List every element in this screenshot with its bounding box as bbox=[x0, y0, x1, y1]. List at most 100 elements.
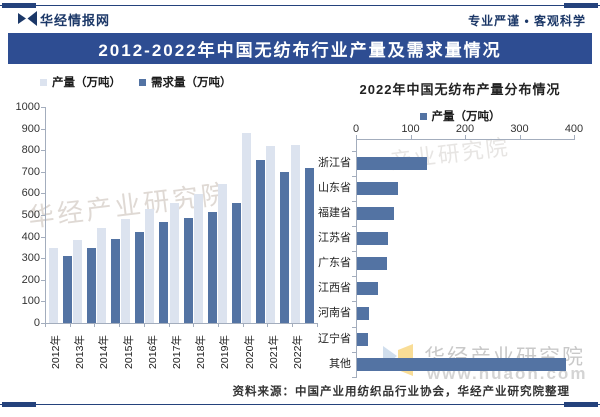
left-x-axis-label: 2018年 bbox=[195, 335, 208, 369]
left-y-axis-tick bbox=[41, 215, 45, 216]
right-y-axis-tick bbox=[352, 201, 356, 202]
right-chart-legend: 产量（万吨） bbox=[340, 108, 580, 124]
right-x-axis-label: 100 bbox=[401, 123, 420, 135]
left-y-axis-tick bbox=[41, 301, 45, 303]
production-bar bbox=[290, 144, 300, 323]
province-bar bbox=[357, 181, 398, 195]
right-category-label: 其他 bbox=[329, 357, 351, 370]
left-x-axis-label: 2016年 bbox=[146, 335, 159, 369]
right-y-axis-tick bbox=[352, 251, 356, 253]
left-chart-legend: 产量（万吨） 需求量（万吨） bbox=[40, 74, 232, 90]
left-y-axis-tick bbox=[41, 150, 45, 152]
left-x-axis-tick bbox=[168, 324, 170, 327]
province-bar bbox=[357, 232, 389, 246]
left-x-axis-tick bbox=[267, 324, 269, 327]
right-category-label: 福建省 bbox=[318, 207, 351, 219]
right-x-axis-tick bbox=[574, 135, 575, 139]
bottom-right-corner-bar bbox=[564, 402, 598, 407]
left-y-axis-tick bbox=[41, 107, 45, 108]
right-y-axis-tick bbox=[352, 276, 356, 278]
right-x-axis-label: 400 bbox=[564, 123, 584, 135]
left-x-axis-label: 2017年 bbox=[171, 335, 183, 369]
top-border-line bbox=[0, 5, 600, 6]
left-legend-item-1: 需求量（万吨） bbox=[139, 74, 232, 90]
right-x-axis-tick bbox=[410, 135, 412, 139]
right-x-axis-line bbox=[356, 139, 575, 140]
brand-name: 华经情报网 bbox=[40, 13, 111, 28]
production-bar bbox=[217, 183, 227, 323]
left-legend-item-1-swatch-icon bbox=[139, 78, 146, 86]
left-x-axis-label: 2013年 bbox=[74, 335, 87, 369]
left-y-axis-tick bbox=[41, 323, 45, 324]
left-x-axis-label: 2012年 bbox=[50, 335, 62, 369]
left-y-axis-label: 600 bbox=[21, 187, 40, 200]
left-x-axis-tick bbox=[119, 324, 121, 327]
production-bar bbox=[266, 145, 276, 323]
left-x-axis-line bbox=[45, 323, 318, 324]
left-x-axis-label: 2015年 bbox=[122, 335, 135, 369]
demand-bar bbox=[135, 231, 145, 323]
left-x-axis-tick bbox=[217, 324, 219, 327]
right-legend-item: 产量（万吨） bbox=[419, 108, 501, 124]
left-x-axis-tick bbox=[143, 324, 145, 327]
left-x-axis-label: 2014年 bbox=[98, 335, 111, 369]
top-left-corner-bar bbox=[2, 3, 36, 8]
left-legend-item-1-label: 需求量（万吨） bbox=[151, 77, 232, 89]
left-y-axis-label: 700 bbox=[21, 165, 40, 178]
left-y-axis-label: 900 bbox=[21, 122, 40, 135]
left-legend-item-0-swatch-icon bbox=[40, 78, 47, 86]
demand-bar bbox=[110, 238, 120, 323]
left-y-axis-tick bbox=[41, 258, 45, 260]
production-bar bbox=[48, 248, 58, 323]
right-x-axis-tick bbox=[519, 135, 521, 139]
province-bar bbox=[357, 307, 369, 321]
production-bar bbox=[242, 133, 252, 323]
demand-bar bbox=[183, 217, 193, 323]
left-x-axis-tick bbox=[69, 324, 71, 327]
left-y-axis-label: 0 bbox=[33, 317, 40, 329]
demand-bar bbox=[207, 211, 217, 323]
brand-logo-icon bbox=[18, 11, 37, 26]
right-y-axis-tick bbox=[352, 326, 356, 328]
right-legend-item-label: 产量（万吨） bbox=[431, 111, 501, 123]
left-x-axis-label: 2019年 bbox=[219, 335, 232, 369]
left-y-axis-tick bbox=[41, 128, 45, 130]
province-bar bbox=[357, 207, 395, 220]
header-slogan: 专业严谨 • 客观科学 bbox=[468, 14, 586, 28]
demand-bar bbox=[62, 256, 72, 323]
right-y-axis-tick bbox=[352, 376, 356, 378]
left-y-axis-label: 400 bbox=[21, 230, 40, 243]
demand-bar bbox=[304, 168, 314, 323]
right-y-axis-tick bbox=[352, 150, 356, 152]
left-y-axis-tick bbox=[41, 193, 45, 195]
left-y-axis-tick bbox=[41, 236, 45, 238]
demand-bar bbox=[256, 159, 266, 323]
left-y-axis-tick bbox=[41, 171, 45, 173]
production-bar bbox=[72, 239, 82, 323]
left-x-axis-label: 2021年 bbox=[267, 335, 280, 369]
top-right-corner-bar bbox=[564, 3, 598, 8]
province-bar bbox=[357, 357, 566, 371]
left-y-axis-label: 800 bbox=[21, 144, 40, 157]
province-bar bbox=[357, 282, 378, 296]
right-y-axis-tick bbox=[352, 175, 356, 177]
left-y-axis-label: 200 bbox=[21, 273, 40, 286]
left-y-axis-label: 300 bbox=[21, 252, 40, 265]
left-x-axis-tick bbox=[45, 324, 46, 327]
left-y-axis-label: 1000 bbox=[15, 101, 40, 113]
right-category-label: 江西省 bbox=[318, 282, 351, 295]
production-bar bbox=[96, 227, 106, 323]
source-note: 资料来源：中国产业用纺织品行业协会，华经产业研究院整理 bbox=[232, 386, 570, 398]
right-category-label: 山东省 bbox=[318, 181, 351, 194]
left-y-axis-label: 500 bbox=[21, 209, 40, 221]
production-bar bbox=[145, 208, 155, 323]
left-x-axis-label: 2020年 bbox=[243, 335, 256, 369]
right-category-label: 辽宁省 bbox=[318, 332, 351, 345]
left-legend-item-0: 产量（万吨） bbox=[40, 74, 121, 90]
right-y-axis-line bbox=[356, 139, 357, 378]
production-bar bbox=[121, 219, 131, 323]
province-bar bbox=[357, 257, 387, 271]
demand-bar bbox=[159, 221, 169, 323]
